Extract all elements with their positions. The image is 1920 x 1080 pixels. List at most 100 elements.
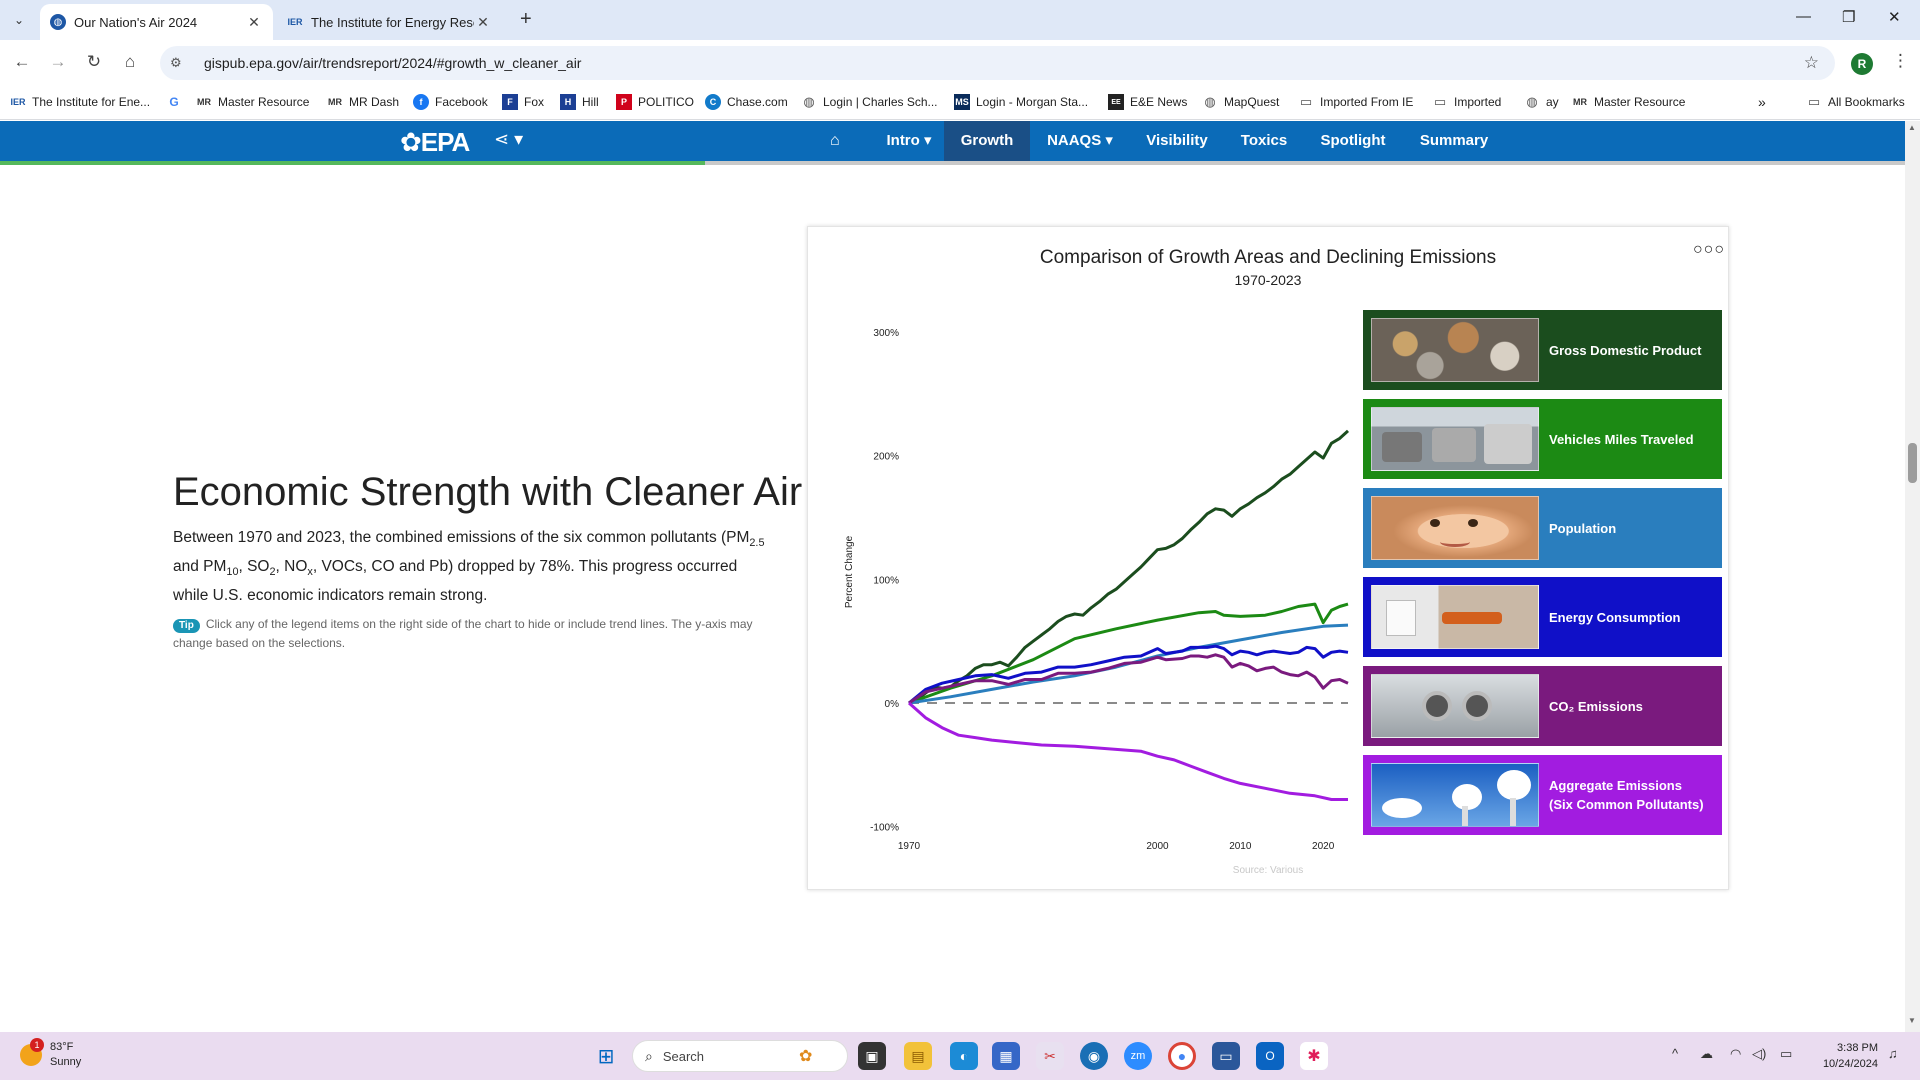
bookmark-folder-imported[interactable]: ▭ Imported [1433, 94, 1502, 109]
remote-desktop-icon[interactable]: ▭ [1212, 1042, 1240, 1070]
close-tab-icon[interactable]: ✕ [477, 13, 489, 30]
chart-menu-icon[interactable]: ○○○ [1693, 241, 1725, 258]
epa-logo[interactable]: ✿EPA [400, 127, 470, 157]
tab-search-chevron-icon[interactable]: ⌄ [13, 13, 25, 27]
page-scrollbar[interactable]: ▲ ▼ [1905, 121, 1920, 1032]
bookmark-charles-schwab[interactable]: ◍ Login | Charles Sch... [801, 94, 937, 110]
home-icon[interactable]: ⌂ [124, 52, 136, 71]
tip-badge: Tip [173, 619, 200, 633]
ier-favicon-icon: IER [287, 17, 303, 27]
site-info-icon[interactable]: ⚙ [170, 55, 182, 70]
x-tick-label: 2010 [1229, 841, 1252, 852]
reload-icon[interactable]: ↻ [86, 52, 102, 71]
new-tab-plus-icon[interactable]: + [520, 8, 532, 30]
legend-aggregate-emissions[interactable]: Aggregate Emissions (Six Common Pollutant… [1363, 755, 1722, 835]
folder-icon: ▭ [1807, 94, 1821, 109]
taskbar-clock[interactable]: 3:38 PM 10/24/2024 [1822, 1042, 1878, 1070]
bookmark-hill[interactable]: H Hill [560, 94, 599, 110]
bookmark-ier[interactable]: IER The Institute for Ene... [10, 95, 151, 109]
legend-label: Population [1549, 520, 1617, 536]
close-tab-icon[interactable]: ✕ [248, 13, 260, 30]
baby-image [1371, 496, 1539, 560]
taskbar-search[interactable]: ⌕ Search ✿ [632, 1040, 848, 1072]
nav-summary[interactable]: Summary [1419, 132, 1489, 149]
search-placeholder: Search [662, 1048, 705, 1064]
globe-icon: ◍ [1204, 94, 1216, 109]
zoom-icon[interactable]: zm [1124, 1042, 1152, 1070]
nav-visibility[interactable]: Visibility [1146, 132, 1208, 149]
series-line-4 [908, 644, 1349, 705]
nav-toxics[interactable]: Toxics [1240, 132, 1288, 149]
chrome-icon[interactable]: ● [1168, 1042, 1196, 1070]
nav-naaqs[interactable]: NAAQS ▾ [1047, 132, 1113, 149]
scrollbar-thumb[interactable] [1908, 443, 1917, 483]
legend-energy[interactable]: Energy Consumption [1363, 577, 1722, 657]
forward-arrow-icon[interactable]: → [49, 52, 67, 71]
onedrive-icon[interactable]: ☁ [1700, 1046, 1713, 1061]
back-arrow-icon[interactable]: ← [13, 52, 31, 71]
x-tick-label: 2020 [1312, 841, 1335, 852]
weather-widget[interactable]: 1 83°F Sunny [20, 1038, 81, 1070]
share-icon[interactable]: ⋖ ▾ [494, 129, 524, 149]
store-icon[interactable]: ▦ [992, 1042, 1020, 1070]
y-tick-label: 200% [873, 452, 899, 463]
dell-icon[interactable]: ◉ [1080, 1042, 1108, 1070]
outlook-icon[interactable]: O [1256, 1042, 1284, 1070]
battery-icon[interactable]: ▭ [1780, 1046, 1793, 1061]
chart-subtitle: 1970-2023 [1234, 272, 1302, 288]
volume-icon[interactable]: ◁) [1752, 1046, 1767, 1061]
bookmark-master-resource[interactable]: MR Master Resource [197, 95, 310, 109]
bookmark-master-resource-2[interactable]: MR Master Resource [1573, 95, 1686, 109]
home-nav-icon[interactable]: ⌂ [830, 132, 840, 149]
browser-menu-icon[interactable]: ⋮ [1892, 51, 1909, 70]
tray-overflow-icon[interactable]: ^ [1672, 1046, 1679, 1061]
bookmark-ay[interactable]: ◍ ay [1524, 94, 1558, 110]
slack-icon[interactable]: ✱ [1300, 1042, 1328, 1070]
tab-our-nations-air[interactable]: ◍ Our Nation's Air 2024 ✕ [40, 4, 273, 40]
tab-ier[interactable]: IER The Institute for Energy Research ✕ [277, 4, 502, 40]
legend-vmt[interactable]: Vehicles Miles Traveled [1363, 399, 1722, 479]
address-bar[interactable]: ⚙ gispub.epa.gov/air/trendsreport/2024/#… [160, 46, 1835, 80]
bookmark-morgan-stanley[interactable]: MS Login - Morgan Sta... [954, 94, 1089, 110]
task-view-icon[interactable]: ▣ [858, 1042, 886, 1070]
nav-growth[interactable]: Growth [944, 121, 1030, 161]
bookmark-folder-imported-from-ie[interactable]: ▭ Imported From IE [1299, 94, 1414, 109]
close-window-icon[interactable]: ✕ [1888, 9, 1901, 26]
series-line-1 [908, 429, 1350, 705]
url-text[interactable]: gispub.epa.gov/air/trendsreport/2024/#gr… [204, 55, 582, 71]
tab-title: The Institute for Energy Research [311, 14, 474, 30]
snipping-tool-icon[interactable]: ✂ [1036, 1042, 1064, 1070]
scroll-up-icon[interactable]: ▲ [1908, 123, 1916, 132]
coins-image [1371, 318, 1539, 382]
bookmark-politico[interactable]: P POLITICO [616, 94, 694, 110]
legend-gdp[interactable]: Gross Domestic Product [1363, 310, 1722, 390]
legend-co2[interactable]: CO₂ Emissions [1363, 666, 1722, 746]
profile-avatar[interactable]: R [1851, 53, 1873, 75]
series-line-6 [908, 701, 1348, 801]
all-bookmarks-folder[interactable]: ▭ All Bookmarks [1807, 94, 1905, 109]
bookmark-facebook[interactable]: f Facebook [413, 94, 488, 110]
legend-population[interactable]: Population [1363, 488, 1722, 568]
bookmark-ee-news[interactable]: EE E&E News [1108, 94, 1187, 110]
bookmark-chase[interactable]: C Chase.com [705, 94, 788, 110]
bookmark-google[interactable]: G [166, 94, 188, 110]
edge-icon[interactable]: ◐ [950, 1042, 978, 1070]
wifi-icon[interactable]: ◠ [1730, 1046, 1742, 1061]
bookmark-star-icon[interactable]: ☆ [1803, 53, 1819, 72]
nav-intro[interactable]: Intro ▾ [886, 132, 932, 149]
restore-icon[interactable]: ❐ [1842, 9, 1856, 26]
file-explorer-icon[interactable]: ▤ [904, 1042, 932, 1070]
more-bookmarks-chevron-icon[interactable]: » [1758, 94, 1766, 110]
smokestack-image [1371, 763, 1539, 827]
scroll-down-icon[interactable]: ▼ [1908, 1016, 1916, 1025]
minimize-icon[interactable]: — [1796, 8, 1811, 25]
traffic-image [1371, 407, 1539, 471]
windows-start-icon[interactable]: ⊞ [597, 1045, 615, 1068]
progress-fill [0, 161, 705, 165]
mr-icon: MR [1573, 97, 1587, 107]
bookmark-fox[interactable]: F Fox [502, 94, 544, 110]
bookmark-mr-dash[interactable]: MR MR Dash [328, 95, 400, 109]
nav-spotlight[interactable]: Spotlight [1320, 132, 1386, 149]
notifications-bell-icon[interactable]: ♫ [1888, 1046, 1898, 1061]
bookmark-mapquest[interactable]: ◍ MapQuest [1202, 94, 1279, 110]
